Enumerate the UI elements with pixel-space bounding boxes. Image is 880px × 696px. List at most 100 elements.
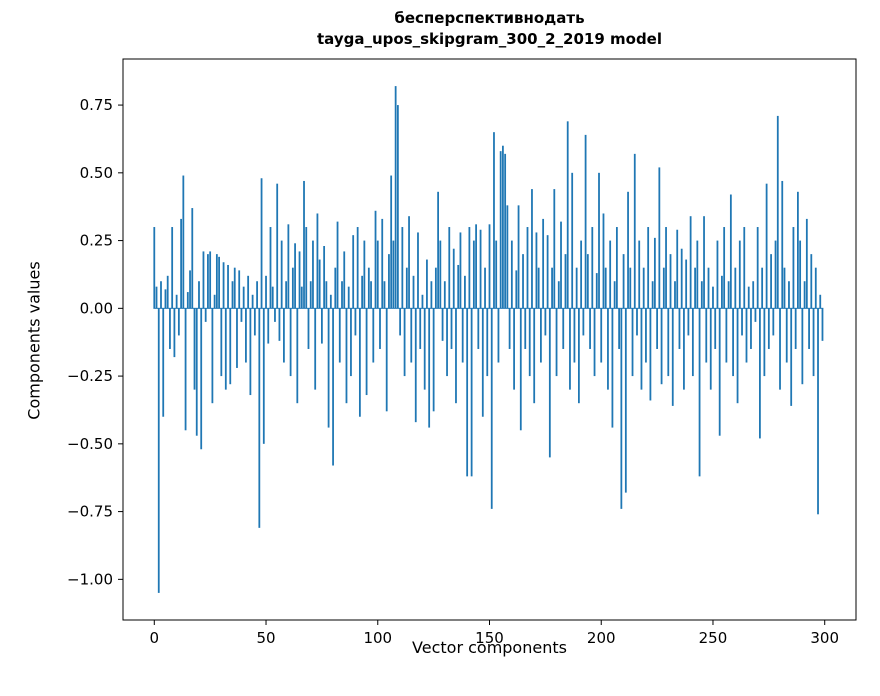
bar: [434, 267, 437, 309]
bar: [466, 308, 469, 477]
bar: [338, 308, 341, 363]
bar: [247, 275, 250, 309]
bar: [788, 281, 790, 309]
bar: [280, 240, 283, 309]
bar: [426, 259, 428, 309]
bar: [464, 275, 466, 309]
bar: [506, 205, 509, 309]
bar: [455, 308, 457, 404]
bar: [262, 308, 265, 444]
bar: [582, 308, 585, 336]
bar: [423, 308, 426, 390]
bar: [631, 308, 634, 377]
bar: [510, 240, 513, 309]
bar: [363, 240, 366, 309]
bar: [508, 308, 511, 349]
bar: [285, 281, 288, 309]
bar: [213, 294, 216, 309]
x-tick-label: 200: [587, 629, 616, 647]
bar: [732, 308, 734, 377]
bar: [535, 232, 538, 309]
bar: [484, 267, 486, 309]
bar: [705, 308, 708, 363]
bar: [437, 191, 439, 309]
bar: [584, 134, 587, 309]
bar: [573, 308, 576, 363]
bar: [207, 254, 209, 309]
bar: [817, 308, 819, 515]
bar: [376, 240, 379, 309]
bar: [566, 121, 569, 309]
bar: [575, 267, 578, 309]
bar: [522, 254, 524, 309]
bar: [160, 281, 162, 309]
bar: [783, 267, 786, 309]
bar: [709, 308, 712, 390]
bar: [649, 308, 652, 401]
bar: [341, 281, 343, 309]
bar: [258, 308, 261, 528]
bar: [790, 308, 793, 406]
bar: [390, 175, 393, 309]
bar: [700, 281, 703, 309]
bar: [721, 275, 723, 309]
chart-title-line2: tayga_upos_skipgram_300_2_2019 model: [317, 30, 662, 48]
bar: [162, 308, 165, 417]
bar: [238, 270, 241, 309]
y-tick-label: 0.50: [80, 164, 113, 182]
bar: [517, 205, 520, 309]
bar: [551, 267, 553, 309]
bar: [598, 172, 600, 309]
bar: [227, 264, 229, 309]
bar: [808, 308, 810, 349]
bar: [660, 308, 663, 385]
bar: [300, 286, 303, 309]
bar: [653, 237, 656, 309]
bar: [685, 259, 688, 309]
bar: [365, 308, 368, 396]
bar: [186, 292, 189, 309]
x-tick-label: 300: [810, 629, 839, 647]
bar: [490, 308, 493, 509]
bar: [656, 308, 658, 349]
y-tick-label: 0.75: [80, 96, 113, 114]
bar: [537, 267, 540, 309]
bar: [678, 308, 681, 349]
bar: [662, 267, 665, 309]
bar: [734, 267, 737, 309]
bar: [370, 281, 372, 309]
bar: [810, 254, 813, 309]
bar: [175, 294, 178, 309]
bar: [164, 289, 167, 309]
bar: [557, 281, 560, 309]
y-tick-label: −1.00: [67, 570, 113, 588]
bar: [240, 308, 243, 322]
bar: [689, 216, 692, 309]
bar: [729, 194, 732, 309]
bar: [269, 227, 272, 309]
bar: [645, 308, 647, 363]
bar: [432, 308, 435, 412]
bar: [189, 270, 191, 309]
bar: [253, 308, 256, 336]
bar: [329, 294, 332, 309]
bar: [586, 254, 589, 309]
bar: [381, 218, 384, 309]
bar: [303, 180, 305, 309]
chart-title-line1: бесперспективнодать: [394, 9, 585, 27]
bar: [622, 254, 625, 309]
bar: [683, 308, 685, 390]
bar: [624, 308, 627, 493]
bar: [725, 308, 728, 363]
bar: [560, 221, 562, 309]
bar: [803, 281, 806, 309]
bar: [195, 308, 198, 436]
bar: [665, 227, 667, 309]
bar: [714, 308, 717, 349]
bar: [779, 308, 781, 390]
bar: [687, 308, 690, 336]
bar: [531, 189, 533, 309]
bar: [271, 286, 274, 309]
x-tick-label: 50: [256, 629, 275, 647]
bar: [555, 308, 558, 377]
